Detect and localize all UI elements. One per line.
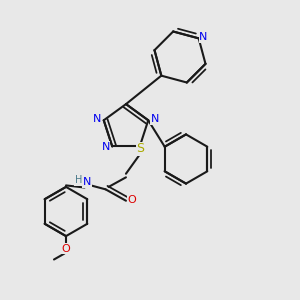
Text: N: N — [83, 177, 91, 188]
Text: N: N — [101, 142, 110, 152]
Text: H: H — [75, 175, 82, 185]
Text: N: N — [93, 114, 101, 124]
Text: N: N — [199, 32, 208, 42]
Text: O: O — [128, 195, 136, 205]
Text: O: O — [61, 244, 70, 254]
Text: N: N — [151, 114, 159, 124]
Text: S: S — [136, 142, 144, 155]
